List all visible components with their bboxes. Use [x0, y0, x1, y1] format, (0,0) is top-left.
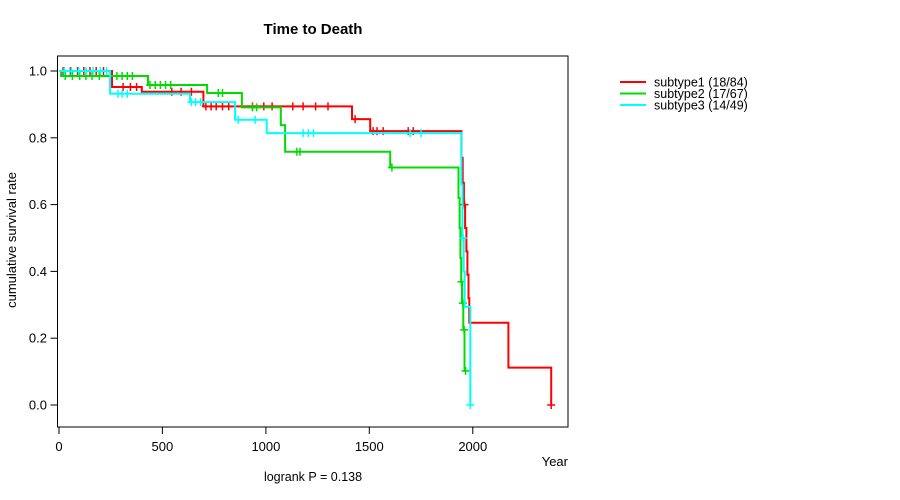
- legend-label-subtype2: subtype2 (17/67): [654, 87, 748, 101]
- km-curve-series-1: [59, 70, 553, 405]
- x-axis-ticks: [58, 427, 474, 434]
- censor-marks-series-3: [60, 67, 475, 409]
- y-tick-label: 0.6: [29, 197, 47, 212]
- km-curve-series-3: [59, 70, 472, 405]
- x-tick-label: 0: [55, 439, 62, 454]
- x-axis-title: Year: [542, 454, 569, 469]
- y-tick-label: 1.0: [29, 64, 47, 79]
- y-axis-title: cumulative survival rate: [4, 172, 19, 308]
- y-tick-label: 0.8: [29, 130, 47, 145]
- legend-label-subtype3: subtype3 (14/49): [654, 99, 748, 113]
- x-axis-labels: 0 500 1000 1500 2000: [55, 439, 487, 454]
- y-tick-label: 0.0: [29, 398, 47, 413]
- censor-marks-series-1: [59, 67, 556, 409]
- x-tick-label: 1500: [355, 439, 384, 454]
- curves: [59, 67, 556, 409]
- plot-box: [57, 55, 569, 428]
- censor-marks-series-2: [61, 72, 470, 375]
- km-curve-series-2: [59, 70, 466, 372]
- chart-title: Time to Death: [264, 21, 363, 38]
- legend: subtype1 (18/84) subtype2 (17/67) subtyp…: [620, 76, 748, 113]
- x-tick-label: 500: [152, 439, 174, 454]
- y-tick-label: 0.4: [29, 264, 47, 279]
- y-axis-labels: 0.0 0.2 0.4 0.6 0.8 1.0: [29, 64, 47, 413]
- x-tick-label: 1000: [251, 439, 280, 454]
- legend-label-subtype1: subtype1 (18/84): [654, 76, 748, 90]
- logrank-p-value: logrank P = 0.138: [264, 470, 362, 484]
- y-axis-ticks: [50, 70, 58, 406]
- x-tick-label: 2000: [458, 439, 487, 454]
- y-tick-label: 0.2: [29, 331, 47, 346]
